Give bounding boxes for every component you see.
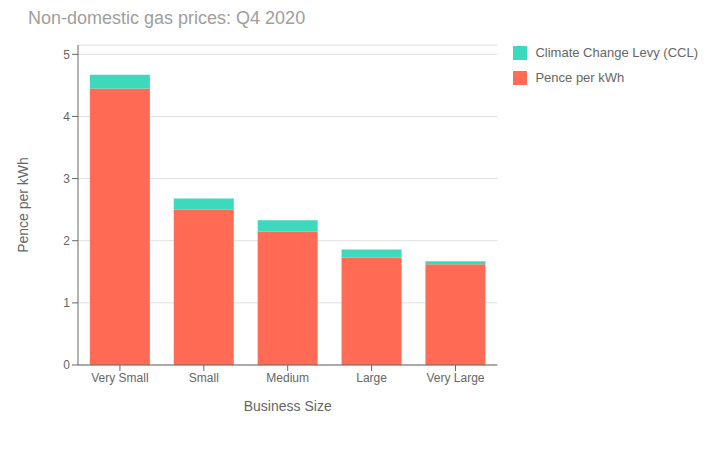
svg-text:0: 0	[63, 358, 70, 372]
svg-text:Business Size: Business Size	[244, 398, 332, 414]
html-text:Climate Change Levy (CCL): Climate Change Levy (CCL)	[535, 45, 698, 60]
svg-text:Very Small: Very Small	[91, 371, 148, 385]
svg-text:Pence per kWh: Pence per kWh	[15, 157, 31, 253]
html-text:Non-domestic gas prices: Q4 20: Non-domestic gas prices: Q4 2020	[28, 8, 306, 28]
svg-text:Very Large: Very Large	[426, 371, 484, 385]
svg-text:1: 1	[63, 296, 70, 310]
svg-text:Small: Small	[189, 371, 219, 385]
svg-text:Large: Large	[356, 371, 387, 385]
svg-text:2: 2	[63, 234, 70, 248]
svg-text:3: 3	[63, 172, 70, 186]
svg-text:Medium: Medium	[266, 371, 309, 385]
svg-text:5: 5	[63, 48, 70, 62]
html-text:Pence per kWh: Pence per kWh	[535, 70, 625, 85]
svg-text:4: 4	[63, 110, 70, 124]
